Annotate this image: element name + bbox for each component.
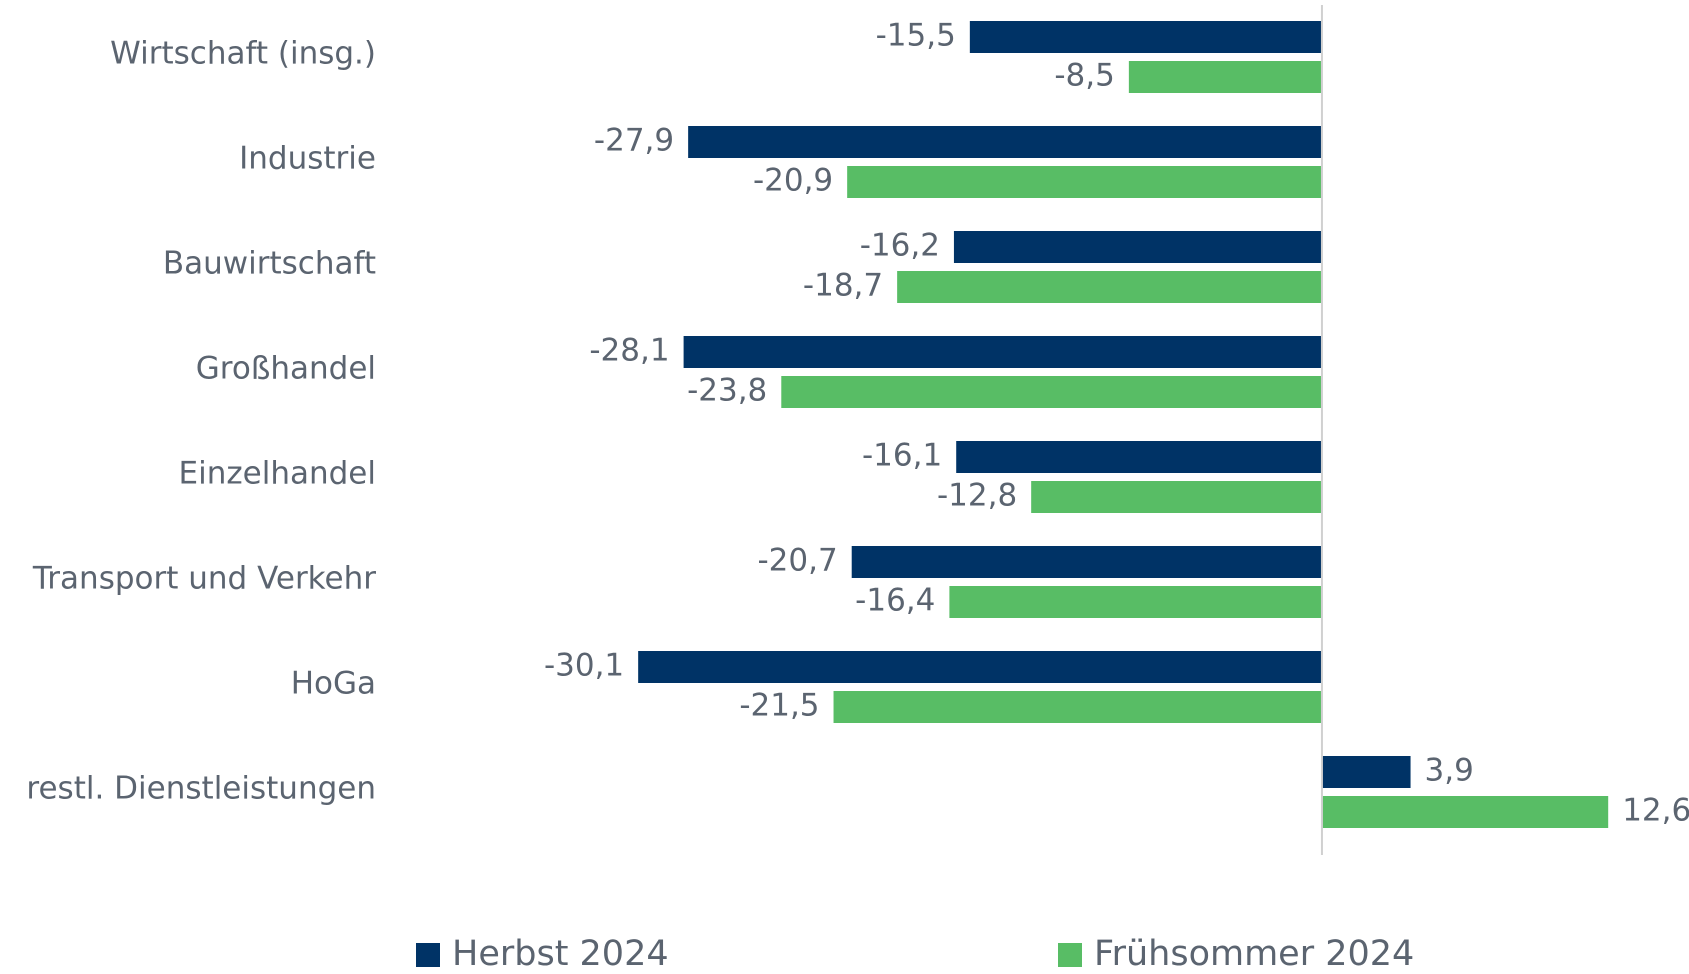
category-label: restl. Dienstleistungen: [26, 771, 376, 807]
data-label: -16,4: [855, 583, 935, 619]
category-label: Bauwirtschaft: [163, 246, 376, 282]
bar: [688, 126, 1322, 158]
category-label: Transport und Verkehr: [32, 561, 376, 597]
data-label: -20,7: [757, 543, 837, 579]
data-label: -27,9: [594, 123, 674, 159]
data-label: -30,1: [544, 648, 624, 684]
bar: [638, 651, 1322, 683]
bar: [1321, 796, 1609, 828]
bar: [851, 546, 1322, 578]
data-label: -16,1: [862, 438, 942, 474]
bar: [1321, 756, 1411, 788]
bar: [956, 441, 1322, 473]
category-label: Industrie: [239, 141, 376, 177]
bar: [1128, 61, 1322, 93]
bar: [1031, 481, 1322, 513]
bar: [847, 166, 1322, 198]
data-label: -28,1: [589, 333, 669, 369]
legend-label: Herbst 2024: [452, 934, 669, 974]
data-label: -16,2: [860, 228, 940, 264]
data-label: -21,5: [739, 688, 819, 724]
legend-label: Frühsommer 2024: [1094, 934, 1414, 974]
bar: [949, 586, 1322, 618]
data-label: -20,9: [753, 163, 833, 199]
data-label: -18,7: [803, 268, 883, 304]
bar: [781, 376, 1322, 408]
data-label: 3,9: [1425, 753, 1474, 789]
data-label: -12,8: [937, 478, 1017, 514]
data-label: -8,5: [1054, 58, 1115, 94]
legend-swatch: [416, 943, 440, 967]
bar: [969, 21, 1322, 53]
legend: Herbst 2024 Frühsommer 2024: [416, 934, 1414, 974]
legend-swatch: [1058, 943, 1082, 967]
data-label: 12,6: [1622, 793, 1689, 829]
bar: [683, 336, 1322, 368]
bar: [953, 231, 1322, 263]
data-label: -15,5: [876, 18, 956, 54]
category-label: HoGa: [291, 666, 376, 702]
bar: [833, 691, 1322, 723]
bar: [897, 271, 1322, 303]
category-label: Einzelhandel: [179, 456, 376, 492]
category-label: Großhandel: [196, 351, 376, 387]
category-label: Wirtschaft (insg.): [110, 36, 376, 72]
data-label: -23,8: [687, 373, 767, 409]
